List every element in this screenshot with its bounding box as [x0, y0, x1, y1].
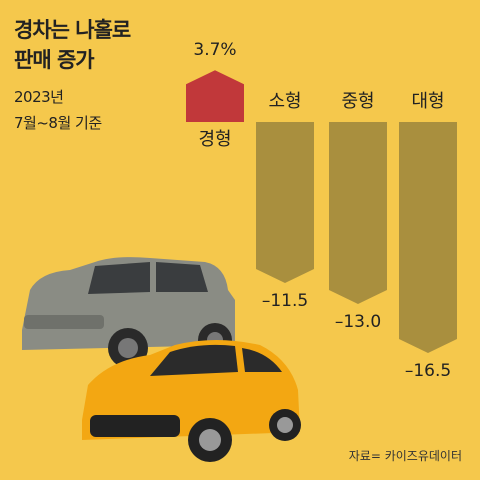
source: 자료= 카이즈유데이터	[348, 449, 462, 463]
category-label: 중형	[341, 91, 374, 112]
value-label: –11.5	[262, 291, 308, 311]
subtitle-line: 7월~8월 기준	[14, 114, 102, 132]
category-label: 소형	[268, 91, 301, 112]
bar	[186, 70, 244, 122]
title-line: 경차는 나홀로	[14, 18, 131, 42]
category-label: 경형	[198, 129, 231, 150]
car-orange	[82, 340, 301, 462]
subtitle-line: 2023년	[14, 88, 64, 106]
category-label: 대형	[411, 91, 444, 112]
value-label: –13.0	[335, 312, 381, 332]
value-label: 3.7%	[193, 40, 236, 60]
value-label: –16.5	[405, 361, 451, 381]
bar	[256, 122, 314, 283]
bar	[399, 122, 457, 353]
title-line: 판매 증가	[14, 48, 95, 72]
bar	[329, 122, 387, 304]
